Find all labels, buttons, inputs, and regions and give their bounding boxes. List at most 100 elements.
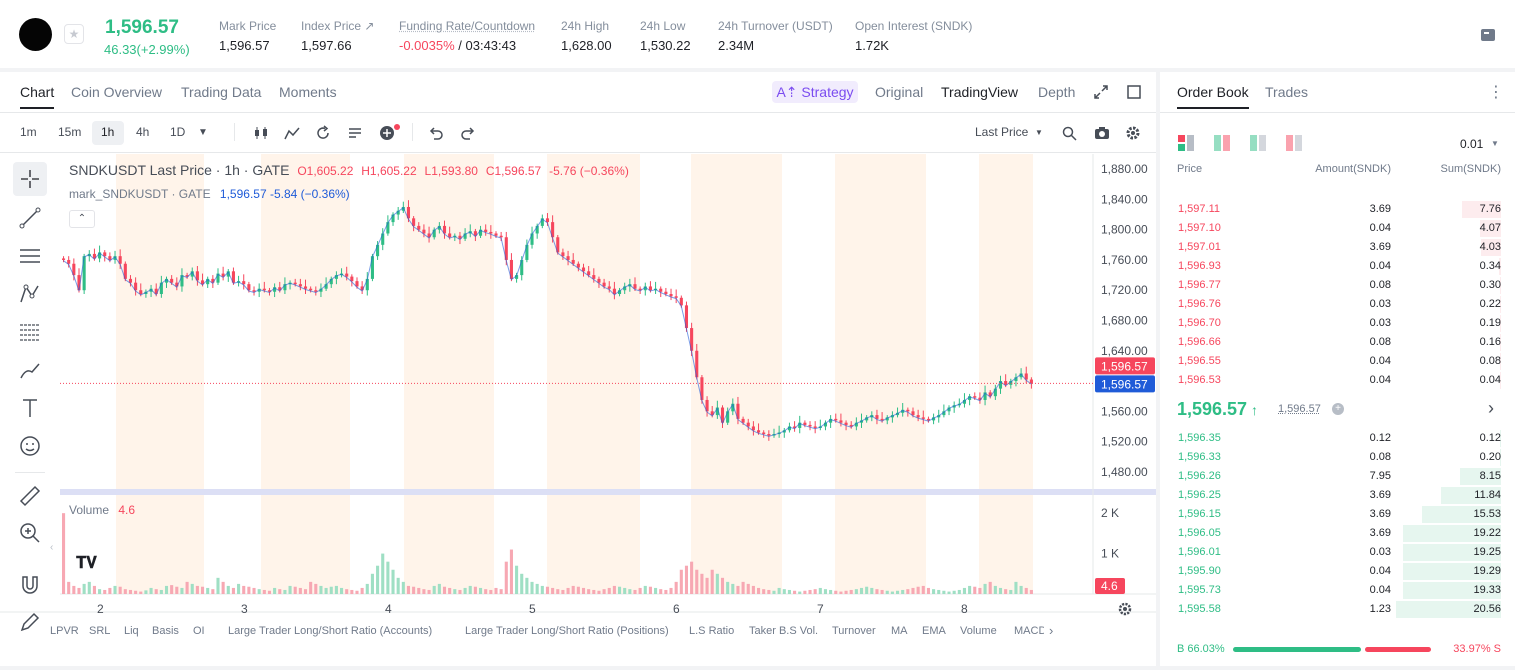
magnet-tool[interactable] bbox=[13, 568, 47, 602]
tab-chart[interactable]: Chart bbox=[20, 84, 55, 109]
bid-row[interactable]: 1,595.58 1.23 20.56 bbox=[1160, 600, 1515, 619]
indicator-liq[interactable]: Liq bbox=[124, 625, 139, 637]
book-asks-view-icon[interactable] bbox=[1286, 135, 1302, 151]
settings-gear-icon[interactable] bbox=[1126, 126, 1140, 140]
indicator-lpvr[interactable]: LPVR bbox=[50, 625, 79, 637]
notes-icon[interactable] bbox=[1480, 28, 1496, 42]
indicator-ema[interactable]: EMA bbox=[922, 625, 946, 637]
channel-tool[interactable] bbox=[13, 239, 47, 273]
indicator-srl[interactable]: SRL bbox=[89, 625, 111, 637]
book-mixed-view-icon[interactable] bbox=[1214, 135, 1230, 151]
candle-type-icon[interactable] bbox=[253, 125, 269, 141]
indicator-turnover[interactable]: Turnover bbox=[832, 625, 876, 637]
indicator-ls-accounts[interactable]: Large Trader Long/Short Ratio (Accounts) bbox=[228, 625, 433, 637]
ask-row[interactable]: 1,596.93 0.04 0.34 bbox=[1160, 257, 1515, 276]
bid-row[interactable]: 1,596.35 0.12 0.12 bbox=[1160, 429, 1515, 448]
bid-row[interactable]: 1,595.73 0.04 19.33 bbox=[1160, 581, 1515, 600]
trendline-tool[interactable] bbox=[13, 201, 47, 235]
emoji-tool[interactable] bbox=[13, 429, 47, 463]
candle-body bbox=[1019, 373, 1023, 378]
precision-select[interactable]: 0.01 bbox=[1460, 137, 1484, 151]
view-tradingview[interactable]: TradingView bbox=[941, 84, 1019, 100]
redo-icon[interactable] bbox=[460, 125, 476, 141]
more-trades-chevron-icon[interactable]: › bbox=[1488, 398, 1494, 418]
book-bids-view-icon[interactable] bbox=[1250, 135, 1266, 151]
camera-icon[interactable] bbox=[1094, 126, 1110, 140]
pattern-tool[interactable] bbox=[13, 277, 47, 311]
bid-row[interactable]: 1,596.33 0.08 0.20 bbox=[1160, 448, 1515, 467]
tab-moments[interactable]: Moments bbox=[279, 84, 337, 100]
ask-row[interactable]: 1,597.11 3.69 7.76 bbox=[1160, 200, 1515, 219]
undo-icon[interactable] bbox=[428, 125, 444, 141]
volume-bar bbox=[633, 589, 637, 594]
bid-row[interactable]: 1,596.26 7.95 8.15 bbox=[1160, 467, 1515, 486]
timeframe-15m[interactable]: 15m bbox=[58, 125, 82, 139]
indicator-macd[interactable]: MACD bbox=[1014, 625, 1044, 637]
indicators-icon[interactable] bbox=[284, 125, 300, 141]
favorite-star-icon[interactable]: ★ bbox=[64, 24, 84, 44]
scroll-right-icon[interactable]: › bbox=[1049, 623, 1054, 638]
zoom-tool[interactable] bbox=[13, 516, 47, 550]
ask-row[interactable]: 1,597.10 0.04 4.07 bbox=[1160, 219, 1515, 238]
ruler-tool[interactable] bbox=[13, 479, 47, 513]
bid-row[interactable]: 1,596.25 3.69 11.84 bbox=[1160, 486, 1515, 505]
bid-row[interactable]: 1,596.05 3.69 19.22 bbox=[1160, 524, 1515, 543]
chart-settings-icon[interactable] bbox=[1118, 602, 1132, 616]
precision-dropdown-icon[interactable]: ▼ bbox=[1491, 139, 1499, 148]
view-depth[interactable]: Depth bbox=[1038, 84, 1076, 100]
crosshair-tool[interactable] bbox=[13, 162, 47, 196]
tab-order-book[interactable]: Order Book bbox=[1177, 84, 1249, 109]
ask-row[interactable]: 1,596.70 0.03 0.19 bbox=[1160, 314, 1515, 333]
stat-label[interactable]: Index Price ↗ bbox=[301, 19, 375, 33]
bid-row[interactable]: 1,596.01 0.03 19.25 bbox=[1160, 543, 1515, 562]
candle-body bbox=[432, 229, 436, 238]
text-tool[interactable] bbox=[13, 391, 47, 425]
indicator-taker-vol[interactable]: Taker B.S Vol. bbox=[749, 625, 819, 637]
window-icon[interactable] bbox=[1127, 85, 1141, 99]
price-type-dropdown-icon[interactable]: ▼ bbox=[1035, 128, 1043, 137]
templates-icon[interactable] bbox=[347, 125, 363, 141]
lock-drawing-tool[interactable] bbox=[13, 605, 47, 639]
view-original[interactable]: Original bbox=[875, 84, 924, 100]
replay-icon[interactable] bbox=[315, 125, 331, 141]
ask-row[interactable]: 1,596.77 0.08 0.30 bbox=[1160, 276, 1515, 295]
orderbook-last-price[interactable]: 1,596.57 ↑ bbox=[1177, 399, 1258, 420]
search-icon[interactable] bbox=[1062, 126, 1077, 141]
tab-trades[interactable]: Trades bbox=[1265, 84, 1309, 100]
ask-row[interactable]: 1,596.66 0.08 0.16 bbox=[1160, 333, 1515, 352]
price-type-select[interactable]: Last Price bbox=[975, 125, 1029, 139]
strategy-button[interactable]: A⇡ Strategy bbox=[772, 81, 858, 103]
timeframe-dropdown-icon[interactable]: ▼ bbox=[198, 127, 208, 138]
indicator-volume[interactable]: Volume bbox=[960, 625, 997, 637]
ask-row[interactable]: 1,596.76 0.03 0.22 bbox=[1160, 295, 1515, 314]
timeframe-1h[interactable]: 1h bbox=[101, 125, 115, 139]
timeframe-4h[interactable]: 4h bbox=[136, 125, 150, 139]
timeframe-1m[interactable]: 1m bbox=[20, 125, 37, 139]
collapse-legend-button[interactable]: ⌃ bbox=[69, 210, 95, 228]
mark-price-info-icon[interactable]: + bbox=[1332, 403, 1344, 415]
indicator-ls-ratio[interactable]: L.S Ratio bbox=[689, 625, 735, 637]
candle-body bbox=[983, 392, 987, 400]
more-options-icon[interactable]: ⋮ bbox=[1488, 84, 1504, 101]
ask-row[interactable]: 1,596.53 0.04 0.04 bbox=[1160, 371, 1515, 390]
fib-tool[interactable] bbox=[13, 315, 47, 349]
ask-row[interactable]: 1,597.01 3.69 4.03 bbox=[1160, 238, 1515, 257]
expand-icon[interactable] bbox=[1094, 85, 1108, 99]
collapse-toolbar-icon[interactable]: ‹ bbox=[50, 542, 54, 553]
brush-tool[interactable] bbox=[13, 353, 47, 387]
volume-bar bbox=[144, 590, 148, 594]
volume-bar bbox=[597, 590, 601, 594]
indicator-ma[interactable]: MA bbox=[891, 625, 908, 637]
add-indicator-icon[interactable] bbox=[379, 124, 401, 142]
price-chart[interactable]: 1,880.00 1,840.00 1,800.00 1,760.00 1,720.00… bbox=[0, 72, 1156, 666]
book-both-view-icon[interactable] bbox=[1178, 135, 1194, 151]
indicator-ls-positions[interactable]: Large Trader Long/Short Ratio (Positions… bbox=[465, 625, 669, 637]
indicator-oi[interactable]: OI bbox=[193, 625, 205, 637]
bid-row[interactable]: 1,595.90 0.04 19.29 bbox=[1160, 562, 1515, 581]
timeframe-1d[interactable]: 1D bbox=[170, 125, 186, 139]
ask-row[interactable]: 1,596.55 0.04 0.08 bbox=[1160, 352, 1515, 371]
bid-row[interactable]: 1,596.15 3.69 15.53 bbox=[1160, 505, 1515, 524]
indicator-basis[interactable]: Basis bbox=[152, 625, 179, 637]
tab-trading-data[interactable]: Trading Data bbox=[181, 84, 262, 100]
tab-coin-overview[interactable]: Coin Overview bbox=[71, 84, 163, 100]
